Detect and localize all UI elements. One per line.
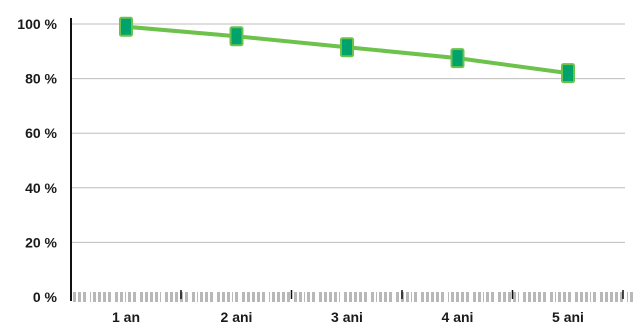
data-point-marker [229, 26, 244, 47]
x-tick-label: 3 ani [331, 309, 363, 325]
x-tick-label: 5 ani [552, 309, 584, 325]
x-tick-label: 2 ani [221, 309, 253, 325]
baseline-pattern [73, 292, 633, 302]
series-group [119, 16, 575, 84]
data-point-marker [119, 16, 133, 37]
y-tick-label: 20 % [25, 234, 57, 250]
y-tick-label: 80 % [25, 71, 57, 87]
x-axis-baseline [73, 292, 633, 302]
y-tick-label: 40 % [25, 180, 57, 196]
x-tick-label: 4 ani [442, 309, 474, 325]
grid-lines [71, 23, 625, 243]
data-point-marker [561, 63, 575, 84]
data-point-marker [450, 48, 465, 69]
x-axis-tick-labels: 1 an 2 ani 3 ani 4 ani 5 ani [112, 290, 624, 325]
y-tick-label: 100 % [17, 16, 57, 32]
x-tick-label: 1 an [112, 309, 140, 325]
y-axis-tick-labels: 0 % 20 % 40 % 60 % 80 % 100 % [17, 16, 57, 305]
data-point-marker [340, 37, 354, 58]
y-tick-label: 60 % [25, 125, 57, 141]
y-tick-label: 0 % [33, 289, 58, 305]
